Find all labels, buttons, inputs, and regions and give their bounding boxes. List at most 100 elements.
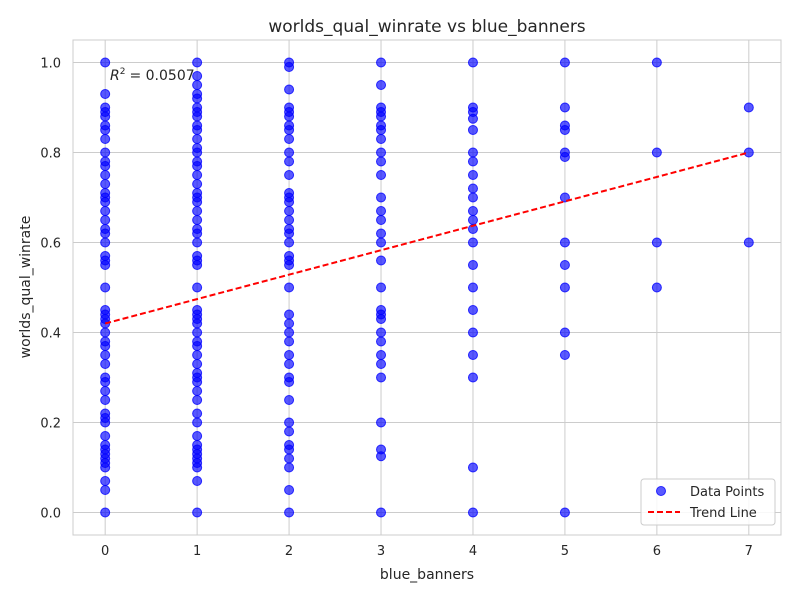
data-point	[559, 120, 570, 131]
data-point	[559, 282, 570, 293]
data-point	[467, 206, 478, 216]
data-point	[651, 147, 662, 158]
data-point	[376, 156, 387, 167]
data-point	[192, 476, 203, 486]
data-point	[467, 372, 478, 383]
data-point	[467, 192, 478, 203]
data-point	[284, 156, 295, 167]
data-point	[192, 305, 203, 315]
data-point	[100, 350, 111, 360]
data-point	[376, 228, 387, 239]
legend-label-data-points: Data Points	[690, 485, 764, 500]
legend: Data Points Trend Line	[640, 478, 776, 526]
data-point	[192, 431, 203, 441]
data-point	[559, 350, 570, 360]
data-point	[100, 206, 111, 216]
data-point	[284, 426, 295, 437]
data-point	[376, 102, 387, 113]
data-point	[192, 89, 203, 99]
data-point	[192, 143, 203, 153]
data-point	[376, 120, 387, 131]
r-squared-annotation: R2 = 0.0507	[110, 67, 195, 84]
data-point	[376, 417, 387, 428]
data-point	[467, 282, 478, 293]
data-point	[100, 147, 111, 158]
data-point	[100, 408, 111, 419]
data-point	[192, 408, 203, 419]
data-point	[467, 147, 478, 158]
data-point	[192, 327, 203, 338]
data-point	[376, 444, 387, 455]
data-point	[192, 71, 203, 81]
data-point	[284, 309, 295, 320]
data-point	[192, 368, 203, 378]
data-point	[100, 120, 111, 131]
data-point	[467, 57, 478, 68]
data-point	[100, 170, 111, 180]
data-point	[100, 359, 111, 369]
data-point	[467, 170, 478, 180]
data-point	[192, 237, 203, 248]
data-point	[284, 440, 295, 450]
data-point	[743, 147, 754, 158]
data-point	[192, 386, 203, 396]
x-tick-label: 7	[745, 544, 753, 559]
data-point	[743, 237, 754, 248]
data-point	[100, 224, 111, 234]
data-point	[100, 336, 111, 347]
x-tick-label: 2	[285, 544, 293, 559]
data-point	[284, 188, 295, 198]
data-point	[284, 417, 295, 428]
data-point	[467, 215, 478, 225]
data-point	[100, 215, 111, 225]
y-tick-label: 0.2	[40, 417, 61, 432]
data-point	[284, 318, 295, 329]
data-point	[376, 206, 387, 216]
data-point	[376, 237, 387, 248]
r-squared-value: = 0.0507	[129, 68, 194, 84]
data-point	[467, 462, 478, 473]
data-point	[100, 251, 111, 261]
data-point	[192, 179, 203, 189]
r-symbol: R	[110, 68, 120, 84]
data-point	[376, 147, 387, 158]
legend-label-trend-line: Trend Line	[689, 506, 757, 521]
data-point	[192, 188, 203, 198]
data-point	[100, 485, 111, 495]
data-point	[467, 327, 478, 338]
data-point	[376, 350, 387, 360]
data-point	[467, 350, 478, 360]
trend-line-layer	[104, 151, 750, 325]
r-superscript: 2	[120, 67, 126, 77]
data-point	[284, 170, 295, 180]
data-point	[192, 251, 203, 261]
y-tick-label: 1.0	[40, 57, 61, 72]
data-point	[192, 215, 203, 225]
data-point	[376, 255, 387, 266]
data-point	[100, 134, 111, 144]
x-tick-label: 1	[193, 544, 201, 559]
data-point	[376, 372, 387, 383]
data-point	[376, 359, 387, 369]
data-point	[100, 102, 111, 113]
trend-line	[104, 151, 750, 325]
data-point	[192, 102, 203, 113]
legend-box	[640, 478, 776, 526]
x-tick-label: 5	[561, 544, 569, 559]
data-point	[284, 336, 295, 347]
data-point	[100, 179, 111, 189]
data-point	[467, 102, 478, 113]
data-point	[467, 237, 478, 248]
data-point	[467, 507, 478, 518]
data-point	[376, 336, 387, 347]
data-point	[284, 359, 295, 369]
data-point	[284, 395, 295, 405]
data-point	[100, 237, 111, 248]
x-tick-label: 3	[377, 544, 385, 559]
data-point	[284, 224, 295, 234]
data-point	[284, 350, 295, 360]
data-point	[100, 57, 111, 68]
data-point	[284, 215, 295, 225]
data-point	[192, 120, 203, 131]
